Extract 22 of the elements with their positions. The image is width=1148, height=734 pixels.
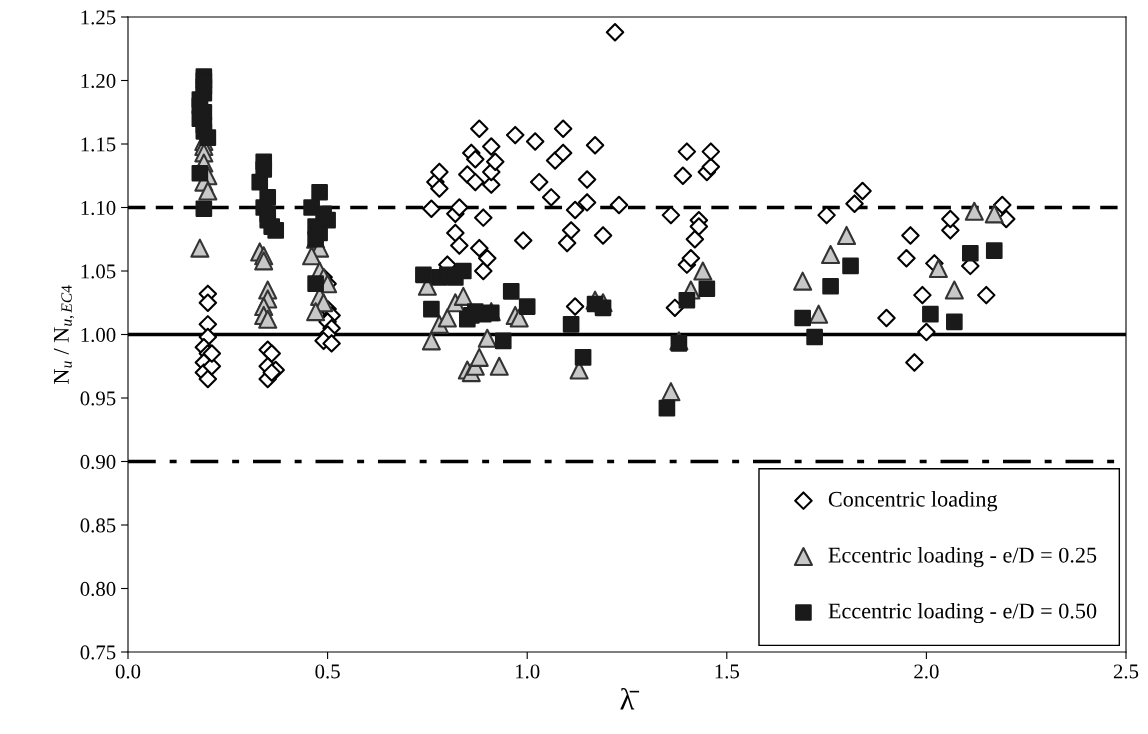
y-tick-label: 0.75 bbox=[80, 645, 116, 660]
x-tick-label: 0.5 bbox=[315, 664, 340, 679]
legend-label: Eccentric loading - e/D = 0.25 bbox=[828, 546, 1097, 568]
x-tick-label: 0.0 bbox=[115, 664, 141, 679]
legend-label: Concentric loading bbox=[828, 491, 998, 512]
x-tick-label: 1.5 bbox=[715, 664, 740, 679]
y-tick-label: 1.05 bbox=[81, 264, 116, 279]
y-tick-label: 1.00 bbox=[81, 327, 116, 343]
y-tick-label: 1.15 bbox=[81, 137, 116, 152]
x-tick-label: 1.0 bbox=[516, 664, 540, 679]
y-axis-title: N$_{u}$ / N$_{u,EC4}$ bbox=[53, 285, 75, 384]
x-tick-label: 2.0 bbox=[914, 664, 939, 679]
x-axis-title: λ̄ bbox=[620, 687, 640, 710]
y-tick-label: 1.20 bbox=[81, 73, 116, 89]
y-tick-label: 0.85 bbox=[80, 518, 116, 533]
y-tick-label: 1.10 bbox=[81, 200, 116, 216]
y-tick-label: 0.90 bbox=[80, 454, 116, 470]
y-tick-label: 1.25 bbox=[81, 10, 116, 25]
y-tick-label: 0.95 bbox=[80, 391, 116, 406]
legend-label: Eccentric loading - e/D = 0.50 bbox=[828, 602, 1097, 624]
y-tick-label: 0.80 bbox=[80, 581, 116, 597]
x-tick-label: 2.5 bbox=[1113, 664, 1139, 679]
